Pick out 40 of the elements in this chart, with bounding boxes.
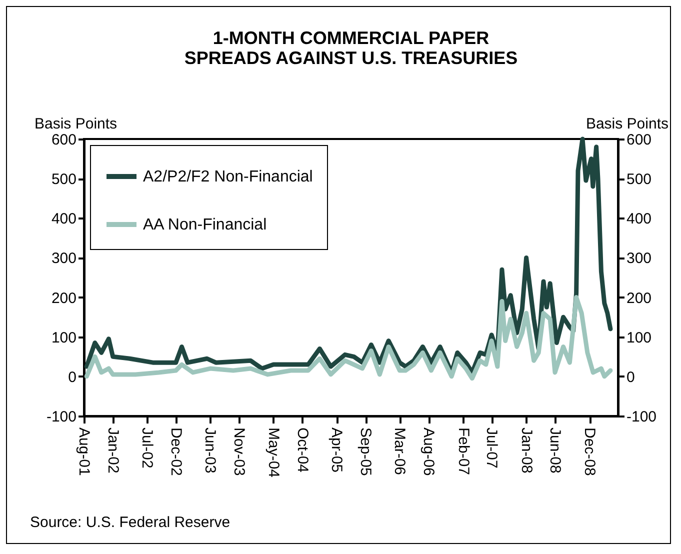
y-tick-label: 500 bbox=[51, 171, 76, 188]
y2-tick-label: 200 bbox=[626, 290, 652, 307]
x-tick-label: Aug-01 bbox=[76, 428, 92, 476]
y2-tick-label: 600 bbox=[626, 132, 652, 148]
y2-tick-label: 100 bbox=[626, 329, 652, 346]
x-tick-label: Jan-02 bbox=[104, 428, 122, 474]
line-series bbox=[84, 295, 613, 381]
source-note: Source: U.S. Federal Reserve bbox=[30, 514, 230, 531]
y2-tick-label: 500 bbox=[626, 171, 652, 188]
y2-axis-title: Basis Points bbox=[586, 116, 668, 132]
x-tick-label: Jul-07 bbox=[483, 428, 500, 468]
x-tick-label: Feb-07 bbox=[454, 428, 472, 476]
y2-tick-label: 400 bbox=[626, 210, 652, 228]
y-axis-title: Basis Points bbox=[34, 116, 118, 132]
x-tick-label: Jun-08 bbox=[546, 428, 564, 474]
x-tick-label: Jun-03 bbox=[202, 428, 219, 474]
x-tick-label: May-04 bbox=[264, 428, 282, 478]
legend-label: AA Non-Financial bbox=[143, 216, 267, 234]
x-tick-label: Aug-06 bbox=[420, 428, 438, 476]
x-tick-label: Apr-05 bbox=[328, 428, 346, 473]
y-tick-label: 0 bbox=[68, 368, 76, 386]
chart-title: 1-MONTH COMMERCIAL PAPER SPREADS AGAINST U.S. TREASURIES bbox=[184, 28, 518, 68]
y-tick-label: 200 bbox=[51, 290, 76, 307]
y-tick-label: 400 bbox=[51, 210, 76, 228]
y-tick-label: 600 bbox=[51, 132, 76, 148]
y2-tick-label: 0 bbox=[626, 368, 635, 386]
x-tick-label: Jan-08 bbox=[518, 428, 535, 474]
y-tick-label: 100 bbox=[51, 329, 76, 346]
x-tick-label: Mar-06 bbox=[391, 428, 408, 476]
y-tick-label: -100 bbox=[46, 408, 76, 426]
legend-label: A2/P2/F2 Non-Financial bbox=[143, 168, 313, 186]
y2-tick-label: -100 bbox=[626, 408, 657, 426]
y-tick-label: 300 bbox=[51, 250, 76, 268]
x-tick-label: Nov-03 bbox=[230, 428, 248, 476]
x-tick-label: Dec-02 bbox=[167, 428, 184, 476]
x-tick-label: Dec-08 bbox=[581, 428, 598, 476]
x-tick-label: Oct-04 bbox=[294, 428, 311, 473]
x-tick-label: Sep-05 bbox=[357, 428, 374, 476]
y2-tick-label: 300 bbox=[626, 250, 652, 268]
x-tick-label: Jul-02 bbox=[138, 428, 156, 468]
